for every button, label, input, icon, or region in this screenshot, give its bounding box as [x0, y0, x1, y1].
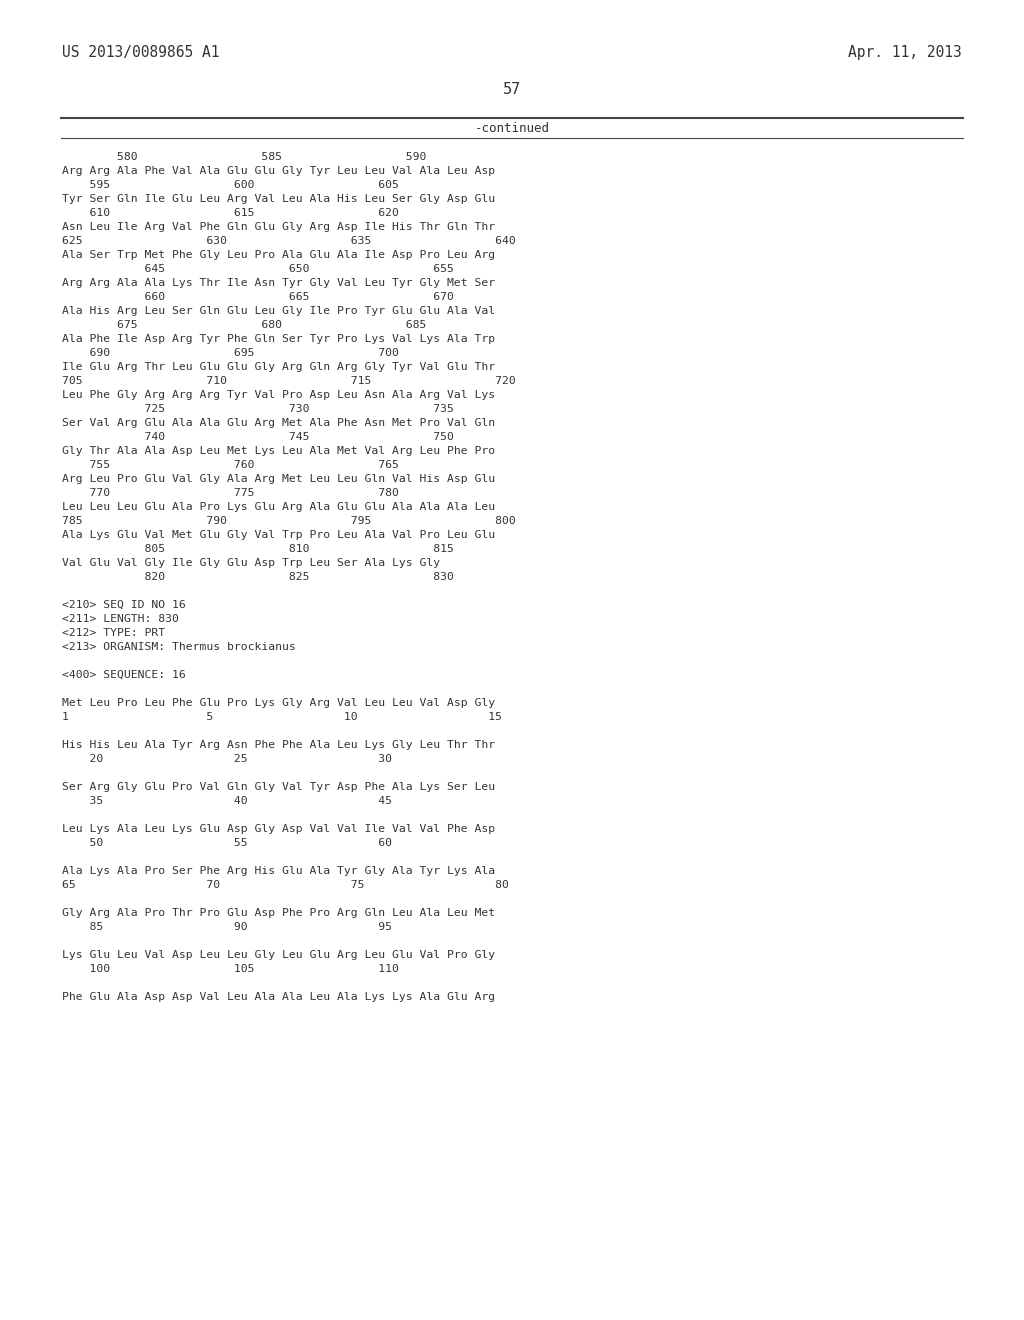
- Text: 740                  745                  750: 740 745 750: [62, 432, 454, 442]
- Text: Gly Thr Ala Ala Asp Leu Met Lys Leu Ala Met Val Arg Leu Phe Pro: Gly Thr Ala Ala Asp Leu Met Lys Leu Ala …: [62, 446, 496, 455]
- Text: Leu Leu Leu Glu Ala Pro Lys Glu Arg Ala Glu Glu Ala Ala Ala Leu: Leu Leu Leu Glu Ala Pro Lys Glu Arg Ala …: [62, 502, 496, 512]
- Text: <210> SEQ ID NO 16: <210> SEQ ID NO 16: [62, 601, 185, 610]
- Text: Tyr Ser Gln Ile Glu Leu Arg Val Leu Ala His Leu Ser Gly Asp Glu: Tyr Ser Gln Ile Glu Leu Arg Val Leu Ala …: [62, 194, 496, 205]
- Text: <400> SEQUENCE: 16: <400> SEQUENCE: 16: [62, 671, 185, 680]
- Text: 85                   90                   95: 85 90 95: [62, 921, 392, 932]
- Text: 725                  730                  735: 725 730 735: [62, 404, 454, 414]
- Text: 705                  710                  715                  720: 705 710 715 720: [62, 376, 516, 385]
- Text: 610                  615                  620: 610 615 620: [62, 209, 399, 218]
- Text: <213> ORGANISM: Thermus brockianus: <213> ORGANISM: Thermus brockianus: [62, 642, 296, 652]
- Text: 20                   25                   30: 20 25 30: [62, 754, 392, 764]
- Text: US 2013/0089865 A1: US 2013/0089865 A1: [62, 45, 219, 59]
- Text: 805                  810                  815: 805 810 815: [62, 544, 454, 554]
- Text: Phe Glu Ala Asp Asp Val Leu Ala Ala Leu Ala Lys Lys Ala Glu Arg: Phe Glu Ala Asp Asp Val Leu Ala Ala Leu …: [62, 993, 496, 1002]
- Text: Apr. 11, 2013: Apr. 11, 2013: [848, 45, 962, 59]
- Text: 50                   55                   60: 50 55 60: [62, 838, 392, 847]
- Text: Ala Phe Ile Asp Arg Tyr Phe Gln Ser Tyr Pro Lys Val Lys Ala Trp: Ala Phe Ile Asp Arg Tyr Phe Gln Ser Tyr …: [62, 334, 496, 345]
- Text: 675                  680                  685: 675 680 685: [62, 319, 426, 330]
- Text: Ala His Arg Leu Ser Gln Glu Leu Gly Ile Pro Tyr Glu Glu Ala Val: Ala His Arg Leu Ser Gln Glu Leu Gly Ile …: [62, 306, 496, 315]
- Text: Leu Phe Gly Arg Arg Arg Tyr Val Pro Asp Leu Asn Ala Arg Val Lys: Leu Phe Gly Arg Arg Arg Tyr Val Pro Asp …: [62, 389, 496, 400]
- Text: 100                  105                  110: 100 105 110: [62, 964, 399, 974]
- Text: Ile Glu Arg Thr Leu Glu Glu Gly Arg Gln Arg Gly Tyr Val Glu Thr: Ile Glu Arg Thr Leu Glu Glu Gly Arg Gln …: [62, 362, 496, 372]
- Text: <211> LENGTH: 830: <211> LENGTH: 830: [62, 614, 179, 624]
- Text: 57: 57: [503, 82, 521, 96]
- Text: 65                   70                   75                   80: 65 70 75 80: [62, 880, 509, 890]
- Text: Lys Glu Leu Val Asp Leu Leu Gly Leu Glu Arg Leu Glu Val Pro Gly: Lys Glu Leu Val Asp Leu Leu Gly Leu Glu …: [62, 950, 496, 960]
- Text: Arg Arg Ala Phe Val Ala Glu Glu Gly Tyr Leu Leu Val Ala Leu Asp: Arg Arg Ala Phe Val Ala Glu Glu Gly Tyr …: [62, 166, 496, 176]
- Text: <212> TYPE: PRT: <212> TYPE: PRT: [62, 628, 165, 638]
- Text: 625                  630                  635                  640: 625 630 635 640: [62, 236, 516, 246]
- Text: 660                  665                  670: 660 665 670: [62, 292, 454, 302]
- Text: Arg Arg Ala Ala Lys Thr Ile Asn Tyr Gly Val Leu Tyr Gly Met Ser: Arg Arg Ala Ala Lys Thr Ile Asn Tyr Gly …: [62, 279, 496, 288]
- Text: 580                  585                  590: 580 585 590: [62, 152, 426, 162]
- Text: Val Glu Val Gly Ile Gly Glu Asp Trp Leu Ser Ala Lys Gly: Val Glu Val Gly Ile Gly Glu Asp Trp Leu …: [62, 558, 440, 568]
- Text: Leu Lys Ala Leu Lys Glu Asp Gly Asp Val Val Ile Val Val Phe Asp: Leu Lys Ala Leu Lys Glu Asp Gly Asp Val …: [62, 824, 496, 834]
- Text: 785                  790                  795                  800: 785 790 795 800: [62, 516, 516, 525]
- Text: Ser Arg Gly Glu Pro Val Gln Gly Val Tyr Asp Phe Ala Lys Ser Leu: Ser Arg Gly Glu Pro Val Gln Gly Val Tyr …: [62, 781, 496, 792]
- Text: Gly Arg Ala Pro Thr Pro Glu Asp Phe Pro Arg Gln Leu Ala Leu Met: Gly Arg Ala Pro Thr Pro Glu Asp Phe Pro …: [62, 908, 496, 917]
- Text: 595                  600                  605: 595 600 605: [62, 180, 399, 190]
- Text: Ala Ser Trp Met Phe Gly Leu Pro Ala Glu Ala Ile Asp Pro Leu Arg: Ala Ser Trp Met Phe Gly Leu Pro Ala Glu …: [62, 249, 496, 260]
- Text: Ser Val Arg Glu Ala Ala Glu Arg Met Ala Phe Asn Met Pro Val Gln: Ser Val Arg Glu Ala Ala Glu Arg Met Ala …: [62, 418, 496, 428]
- Text: 1                    5                   10                   15: 1 5 10 15: [62, 711, 502, 722]
- Text: 755                  760                  765: 755 760 765: [62, 459, 399, 470]
- Text: 770                  775                  780: 770 775 780: [62, 488, 399, 498]
- Text: 690                  695                  700: 690 695 700: [62, 348, 399, 358]
- Text: Asn Leu Ile Arg Val Phe Gln Glu Gly Arg Asp Ile His Thr Gln Thr: Asn Leu Ile Arg Val Phe Gln Glu Gly Arg …: [62, 222, 496, 232]
- Text: Ala Lys Ala Pro Ser Phe Arg His Glu Ala Tyr Gly Ala Tyr Lys Ala: Ala Lys Ala Pro Ser Phe Arg His Glu Ala …: [62, 866, 496, 876]
- Text: Ala Lys Glu Val Met Glu Gly Val Trp Pro Leu Ala Val Pro Leu Glu: Ala Lys Glu Val Met Glu Gly Val Trp Pro …: [62, 531, 496, 540]
- Text: 820                  825                  830: 820 825 830: [62, 572, 454, 582]
- Text: His His Leu Ala Tyr Arg Asn Phe Phe Ala Leu Lys Gly Leu Thr Thr: His His Leu Ala Tyr Arg Asn Phe Phe Ala …: [62, 741, 496, 750]
- Text: 35                   40                   45: 35 40 45: [62, 796, 392, 807]
- Text: -continued: -continued: [474, 121, 550, 135]
- Text: Met Leu Pro Leu Phe Glu Pro Lys Gly Arg Val Leu Leu Val Asp Gly: Met Leu Pro Leu Phe Glu Pro Lys Gly Arg …: [62, 698, 496, 708]
- Text: Arg Leu Pro Glu Val Gly Ala Arg Met Leu Leu Gln Val His Asp Glu: Arg Leu Pro Glu Val Gly Ala Arg Met Leu …: [62, 474, 496, 484]
- Text: 645                  650                  655: 645 650 655: [62, 264, 454, 275]
